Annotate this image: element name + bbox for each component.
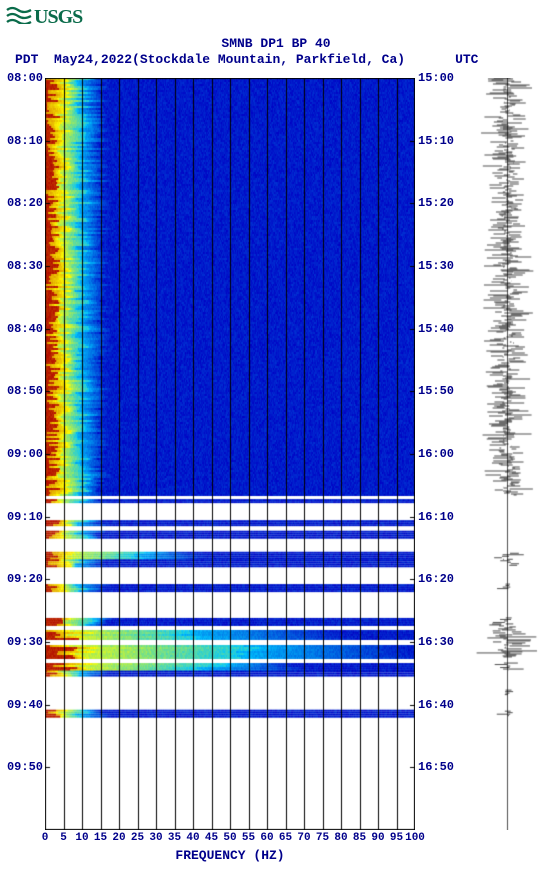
left-tick: 09:10	[7, 510, 43, 524]
freq-tick: 15	[94, 832, 107, 844]
left-tick: 09:20	[7, 572, 43, 586]
freq-tick: 95	[390, 832, 403, 844]
freq-tick: 75	[316, 832, 329, 844]
freq-tick: 50	[223, 832, 236, 844]
freq-tick: 40	[186, 832, 199, 844]
left-tick: 09:40	[7, 698, 43, 712]
left-tick: 08:50	[7, 384, 43, 398]
freq-tick: 25	[131, 832, 144, 844]
right-tick: 16:40	[418, 698, 454, 712]
usgs-logo-text: USGS	[34, 6, 82, 28]
spectrogram-canvas	[45, 78, 415, 830]
freq-tick: 30	[149, 832, 162, 844]
freq-tick: 0	[42, 832, 49, 844]
seismogram-canvas	[465, 78, 550, 830]
left-time-axis: 08:0008:1008:2008:3008:4008:5009:0009:10…	[0, 78, 45, 830]
left-tick: 08:00	[7, 71, 43, 85]
left-tick: 09:00	[7, 447, 43, 461]
right-tick: 16:50	[418, 760, 454, 774]
right-tick: 16:00	[418, 447, 454, 461]
tz-right-label: UTC	[455, 52, 478, 67]
freq-tick: 90	[371, 832, 384, 844]
location-label: (Stockdale Mountain, Parkfield, Ca)	[132, 52, 405, 67]
spectrogram-plot	[45, 78, 415, 830]
right-tick: 16:10	[418, 510, 454, 524]
date-label: May24,2022	[54, 52, 132, 67]
freq-tick: 100	[405, 832, 425, 844]
freq-tick: 85	[353, 832, 366, 844]
right-time-axis: 15:0015:1015:2015:3015:4015:5016:0016:10…	[416, 78, 461, 830]
left-tick: 09:50	[7, 760, 43, 774]
left-tick: 08:30	[7, 259, 43, 273]
freq-tick: 20	[112, 832, 125, 844]
frequency-axis: 0510152025303540455055606570758085909510…	[45, 832, 415, 846]
right-tick: 15:50	[418, 384, 454, 398]
tz-left-label: PDT	[15, 52, 38, 67]
right-tick: 15:00	[418, 71, 454, 85]
left-tick: 09:30	[7, 635, 43, 649]
freq-tick: 55	[242, 832, 255, 844]
left-tick: 08:20	[7, 196, 43, 210]
usgs-logo: USGS	[6, 6, 82, 30]
freq-tick: 70	[297, 832, 310, 844]
freq-tick: 10	[75, 832, 88, 844]
left-tick: 08:40	[7, 322, 43, 336]
freq-tick: 45	[205, 832, 218, 844]
freq-tick: 65	[279, 832, 292, 844]
frequency-axis-label: FREQUENCY (HZ)	[45, 848, 415, 863]
right-tick: 15:40	[418, 322, 454, 336]
right-tick: 15:10	[418, 134, 454, 148]
right-tick: 16:30	[418, 635, 454, 649]
right-tick: 15:30	[418, 259, 454, 273]
chart-title: SMNB DP1 BP 40	[0, 36, 552, 51]
usgs-wave-icon	[6, 6, 32, 30]
freq-tick: 35	[168, 832, 181, 844]
freq-tick: 60	[260, 832, 273, 844]
right-tick: 15:20	[418, 196, 454, 210]
freq-tick: 5	[60, 832, 67, 844]
freq-tick: 80	[334, 832, 347, 844]
chart-subtitle: PDT May24,2022(Stockdale Mountain, Parkf…	[0, 52, 552, 67]
left-tick: 08:10	[7, 134, 43, 148]
right-tick: 16:20	[418, 572, 454, 586]
